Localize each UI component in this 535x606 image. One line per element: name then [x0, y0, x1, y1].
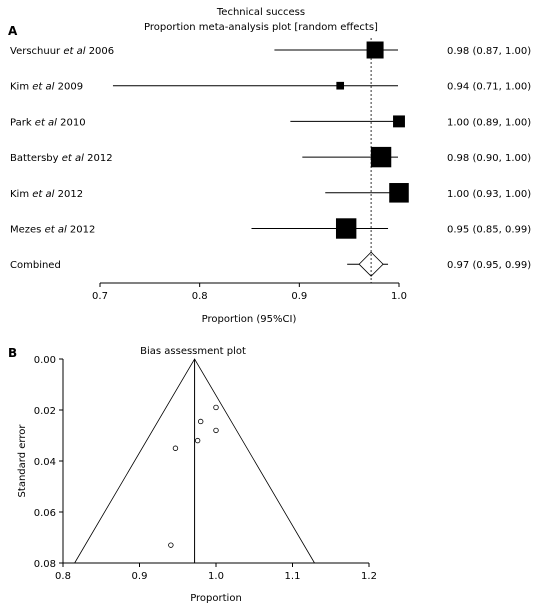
study-label: Kim et al 2012 [10, 189, 83, 200]
x-axis-tick-label: 0.7 [92, 291, 108, 302]
x-axis-tick-label: 1.2 [361, 571, 377, 582]
study-point [194, 437, 201, 444]
x-axis-tick-label: 0.9 [132, 571, 148, 582]
panel-b-letter: B [8, 346, 17, 360]
x-axis-tick-label: 1.1 [285, 571, 301, 582]
study-estimate-marker [336, 81, 345, 90]
study-label: Battersby et al 2012 [10, 153, 113, 164]
study-estimate-marker [370, 146, 392, 168]
study-ci-value: 0.95 (0.85, 0.99) [447, 225, 531, 236]
y-axis-tick-label: 0.02 [34, 406, 56, 417]
study-etal: et al [32, 189, 54, 200]
study-estimate-marker [335, 218, 357, 239]
study-etal: et al [62, 153, 84, 164]
forest-title: Technical success [216, 7, 305, 18]
study-point [213, 404, 219, 411]
x-axis-tick-label: 0.8 [55, 571, 71, 582]
study-author: Verschuur [10, 46, 63, 57]
y-axis-tick-label: 0.06 [34, 508, 56, 519]
study-author: Battersby [10, 153, 62, 164]
study-estimate-marker [389, 183, 409, 203]
study-ci-value: 0.98 (0.87, 1.00) [447, 46, 531, 57]
y-axis-tick-label: 0.04 [34, 457, 56, 468]
study-etal: et al [63, 46, 85, 57]
x-axis-tick-label: 1.0 [208, 571, 224, 582]
study-ci-value: 0.94 (0.71, 1.00) [447, 82, 531, 93]
x-axis-title: Proportion [190, 593, 242, 604]
study-ci-value: 0.98 (0.90, 1.00) [447, 153, 531, 164]
y-axis-title: Standard error [17, 424, 28, 498]
study-point [172, 445, 179, 451]
funnel-plot: 0.00 0.02 0.04 0.06 0.080.8 0.9 1.0 1.1 1.2 Propo… [17, 355, 377, 604]
study-author: Mezes [10, 225, 45, 236]
forest-subtitle: Proportion meta-analysis plot [random ef… [144, 22, 378, 33]
study-label: Park et al 2010 [10, 117, 86, 128]
funnel-title: Bias assessment plot [140, 346, 246, 357]
y-axis-tick-label: 0.08 [34, 559, 56, 570]
combined-ci-value: 0.97 (0.95, 0.99) [447, 260, 531, 271]
study-author: Park [10, 117, 35, 128]
panel-a-letter: A [8, 24, 18, 38]
study-estimate-marker [366, 41, 384, 59]
x-axis-title: Proportion (95%CI) [202, 314, 297, 325]
study-year: 2009 [54, 82, 83, 93]
x-axis-tick-label: 0.8 [192, 291, 208, 302]
study-ci-value: 1.00 (0.89, 1.00) [447, 117, 531, 128]
study-author: Kim [10, 189, 32, 200]
study-point [197, 418, 204, 425]
study-label: Verschuur et al 2006 [10, 46, 114, 57]
study-etal: et al [32, 82, 54, 93]
study-year: 2006 [86, 46, 115, 57]
study-year: 2012 [67, 225, 96, 236]
study-ci-value: 1.00 (0.93, 1.00) [447, 189, 531, 200]
study-label: Mezes et al 2012 [10, 225, 95, 236]
study-etal: et al [35, 117, 57, 128]
x-axis-tick-label: 0.9 [291, 291, 307, 302]
study-estimate-marker [393, 115, 405, 128]
study-year: 2012 [84, 153, 113, 164]
forest-plot: Verschuur et al 2006 0.98 (0.87, 1.00) Kim… [10, 38, 531, 325]
study-year: 2012 [54, 189, 83, 200]
x-axis-tick-label: 1.0 [391, 291, 407, 302]
study-point [168, 542, 174, 548]
study-author: Kim [10, 82, 32, 93]
combined-estimate-diamond [358, 251, 384, 277]
study-label: Kim et al 2009 [10, 82, 83, 93]
study-year: 2010 [57, 117, 86, 128]
y-axis-tick-label: 0.00 [34, 355, 56, 366]
study-etal: et al [45, 225, 67, 236]
combined-label: Combined [10, 260, 61, 271]
study-point [213, 427, 219, 434]
